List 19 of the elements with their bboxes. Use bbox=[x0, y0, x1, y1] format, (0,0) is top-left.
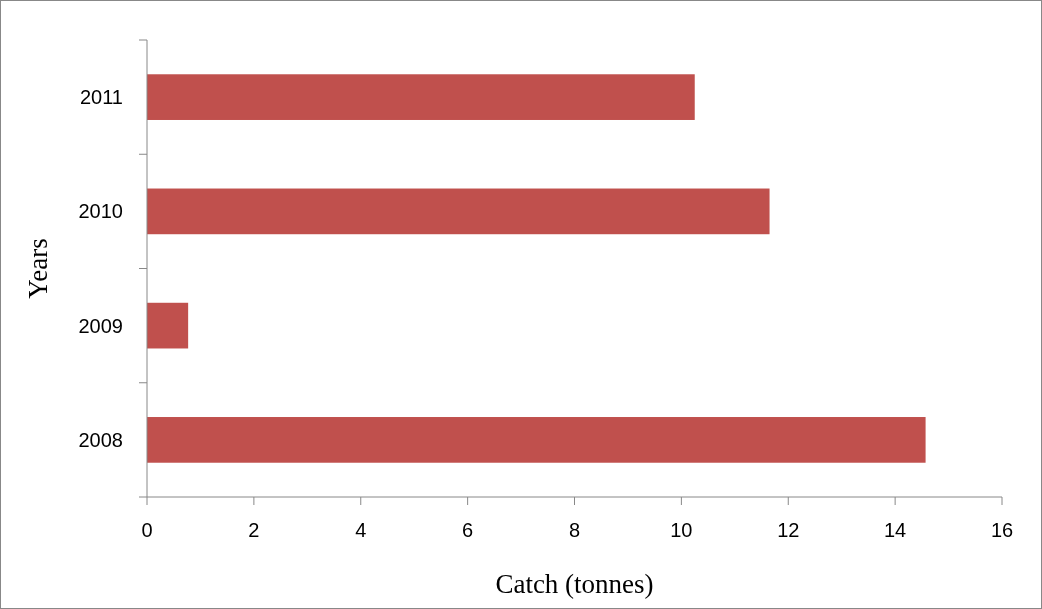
y-tick-label: 2010 bbox=[78, 200, 123, 223]
x-tick-label: 6 bbox=[462, 519, 474, 541]
x-tick-label: 4 bbox=[355, 519, 367, 541]
x-tick-label: 10 bbox=[670, 519, 693, 541]
y-tick-label: 2008 bbox=[78, 428, 123, 451]
bar bbox=[147, 74, 695, 120]
y-tick-label: 2011 bbox=[79, 86, 123, 109]
y-tick-label: 2009 bbox=[78, 314, 123, 337]
x-tick-label: 8 bbox=[568, 519, 581, 541]
bar bbox=[147, 302, 189, 349]
bar bbox=[147, 188, 770, 235]
x-tick-label: 14 bbox=[884, 519, 907, 541]
x-tick-label: 12 bbox=[777, 519, 800, 541]
y-axis-title: Years bbox=[23, 238, 53, 299]
bar bbox=[147, 417, 926, 463]
x-tick-label: 0 bbox=[141, 519, 153, 541]
x-axis-title: Catch (tonnes) bbox=[495, 569, 654, 599]
x-tick-label: 2 bbox=[248, 519, 260, 541]
x-tick-label: 16 bbox=[990, 519, 1014, 541]
